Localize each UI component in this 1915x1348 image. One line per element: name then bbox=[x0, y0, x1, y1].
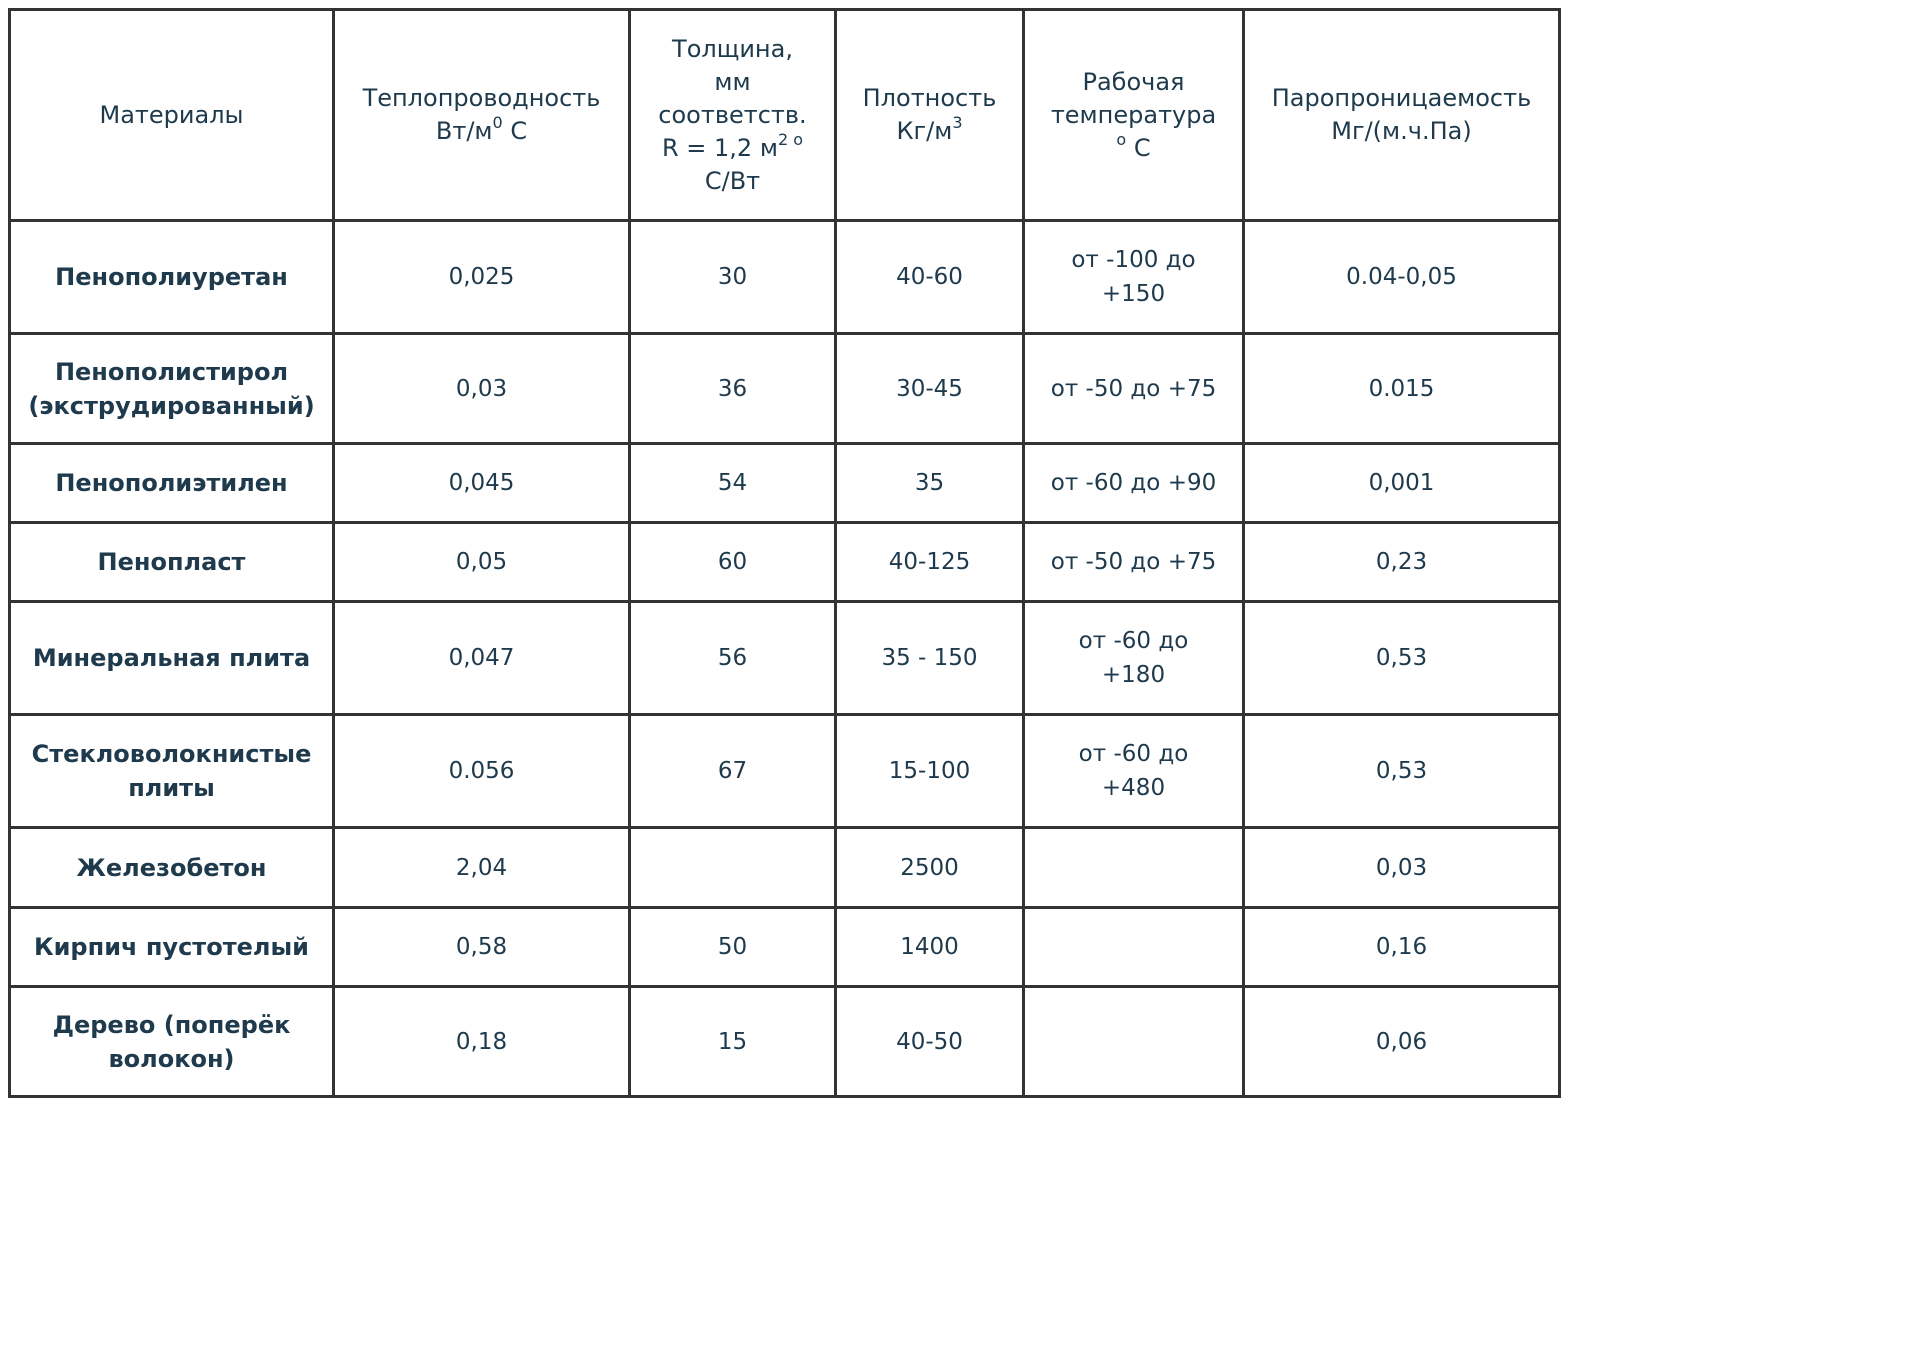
vapor-cell: 0,53 bbox=[1242, 600, 1561, 716]
material-cell: Кирпич пустотелый bbox=[8, 906, 335, 988]
table-row: Пенопласт 0,05 60 40-125 от -50 до +75 0… bbox=[8, 521, 1561, 603]
conductivity-cell: 0,18 bbox=[332, 985, 631, 1098]
density-cell: 1400 bbox=[834, 906, 1025, 988]
vapor-cell: 0,001 bbox=[1242, 442, 1561, 524]
thickness-cell: 60 bbox=[628, 521, 837, 603]
table-row: Пенополиэтилен 0,045 54 35 от -60 до +90… bbox=[8, 442, 1561, 524]
thickness-cell bbox=[628, 826, 837, 909]
temperature-cell bbox=[1022, 985, 1245, 1098]
temperature-cell: от -50 до +75 bbox=[1022, 521, 1245, 603]
conductivity-cell: 2,04 bbox=[332, 826, 631, 909]
table-header-row: Материалы Теплопроводность Вт/м0 С Толщи… bbox=[8, 8, 1561, 222]
vapor-cell: 0,23 bbox=[1242, 521, 1561, 603]
temperature-cell: от -60 до +90 bbox=[1022, 442, 1245, 524]
table-row: Дерево (поперёк волокон) 0,18 15 40-50 0,… bbox=[8, 985, 1561, 1098]
header-thickness-resistance: R = 1,2 м2 о bbox=[661, 129, 803, 162]
temperature-cell bbox=[1022, 906, 1245, 988]
header-density-unit: Кг/м3 bbox=[896, 113, 963, 146]
conductivity-cell: 0,025 bbox=[332, 219, 631, 335]
table-row: Пенополистирол (экструдированный) 0,03 36… bbox=[8, 332, 1561, 445]
conductivity-cell: 0,05 bbox=[332, 521, 631, 603]
table-row: Пенополиуретан 0,025 30 40-60 от -100 до… bbox=[8, 219, 1561, 335]
header-temperature: Рабочая температура о С bbox=[1022, 8, 1245, 222]
header-density: Плотность Кг/м3 bbox=[834, 8, 1025, 222]
table-row: Стекловолокнистые плиты 0.056 67 15-100 о… bbox=[8, 713, 1561, 829]
material-cell: Стекловолокнистые плиты bbox=[8, 713, 335, 829]
table-row: Минеральная плита 0,047 56 35 - 150 от -… bbox=[8, 600, 1561, 716]
temperature-cell: от -50 до +75 bbox=[1022, 332, 1245, 445]
density-cell: 35 bbox=[834, 442, 1025, 524]
density-cell: 40-50 bbox=[834, 985, 1025, 1098]
table-row: Кирпич пустотелый 0,58 50 1400 0,16 bbox=[8, 906, 1561, 988]
header-materials: Материалы bbox=[8, 8, 335, 222]
thickness-cell: 36 bbox=[628, 332, 837, 445]
table-row: Железобетон 2,04 2500 0,03 bbox=[8, 826, 1561, 909]
header-temperature-unit: о С bbox=[1116, 129, 1151, 162]
material-cell: Дерево (поперёк волокон) bbox=[8, 985, 335, 1098]
temperature-cell: от -60 до +180 bbox=[1022, 600, 1245, 716]
vapor-cell: 0,53 bbox=[1242, 713, 1561, 829]
header-conductivity-unit: Вт/м0 С bbox=[435, 113, 528, 146]
material-cell: Пенополистирол (экструдированный) bbox=[8, 332, 335, 445]
vapor-cell: 0.04-0,05 bbox=[1242, 219, 1561, 335]
vapor-cell: 0,16 bbox=[1242, 906, 1561, 988]
temperature-cell bbox=[1022, 826, 1245, 909]
material-cell: Пенополиуретан bbox=[8, 219, 335, 335]
density-cell: 2500 bbox=[834, 826, 1025, 909]
material-cell: Пенопласт bbox=[8, 521, 335, 603]
thickness-cell: 67 bbox=[628, 713, 837, 829]
density-cell: 35 - 150 bbox=[834, 600, 1025, 716]
density-cell: 30-45 bbox=[834, 332, 1025, 445]
thickness-cell: 50 bbox=[628, 906, 837, 988]
conductivity-cell: 0,047 bbox=[332, 600, 631, 716]
thickness-cell: 54 bbox=[628, 442, 837, 524]
header-thickness: Толщина, мм соответств. R = 1,2 м2 о С/В… bbox=[628, 8, 837, 222]
temperature-cell: от -60 до +480 bbox=[1022, 713, 1245, 829]
material-cell: Железобетон bbox=[8, 826, 335, 909]
conductivity-cell: 0.056 bbox=[332, 713, 631, 829]
header-conductivity: Теплопроводность Вт/м0 С bbox=[332, 8, 631, 222]
vapor-cell: 0,03 bbox=[1242, 826, 1561, 909]
thickness-cell: 56 bbox=[628, 600, 837, 716]
material-cell: Пенополиэтилен bbox=[8, 442, 335, 524]
conductivity-cell: 0,03 bbox=[332, 332, 631, 445]
density-cell: 40-60 bbox=[834, 219, 1025, 335]
vapor-cell: 0.015 bbox=[1242, 332, 1561, 445]
density-cell: 15-100 bbox=[834, 713, 1025, 829]
temperature-cell: от -100 до +150 bbox=[1022, 219, 1245, 335]
conductivity-cell: 0,58 bbox=[332, 906, 631, 988]
conductivity-cell: 0,045 bbox=[332, 442, 631, 524]
density-cell: 40-125 bbox=[834, 521, 1025, 603]
thickness-cell: 15 bbox=[628, 985, 837, 1098]
header-vapor-permeability: Паропроницаемость Мг/(м.ч.Па) bbox=[1242, 8, 1561, 222]
insulation-comparison-table: Материалы Теплопроводность Вт/м0 С Толщи… bbox=[8, 8, 1561, 1098]
thickness-cell: 30 bbox=[628, 219, 837, 335]
insulation-table-container: Материалы Теплопроводность Вт/м0 С Толщи… bbox=[8, 8, 1561, 1098]
vapor-cell: 0,06 bbox=[1242, 985, 1561, 1098]
material-cell: Минеральная плита bbox=[8, 600, 335, 716]
